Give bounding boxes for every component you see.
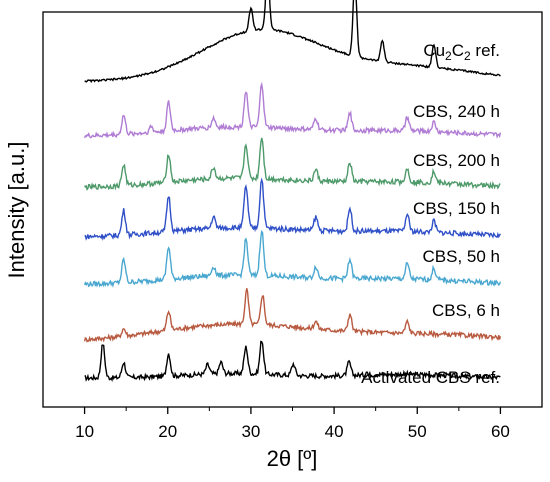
x-tick-label: 50 bbox=[408, 422, 427, 441]
series-label: CBS, 240 h bbox=[413, 102, 500, 121]
x-tick-label: 30 bbox=[241, 422, 260, 441]
series-line bbox=[84, 340, 501, 383]
x-axis-title: 2θ [º] bbox=[267, 446, 318, 471]
series-labels: Activated CBS ref. CBS, 6 h CBS, 50 h CBS, … bbox=[361, 41, 500, 387]
x-tick-label: 20 bbox=[158, 422, 177, 441]
series-label: CBS, 6 h bbox=[432, 301, 500, 320]
series-label: Cu2C2 ref. bbox=[423, 41, 500, 63]
series-label: CBS, 50 h bbox=[423, 247, 501, 266]
series-line bbox=[84, 177, 501, 241]
series-line bbox=[83, 81, 502, 139]
x-tick-label: 10 bbox=[75, 422, 94, 441]
x-axis-ticks: 10 20 30 40 50 60 bbox=[75, 407, 510, 441]
series-label: CBS, 200 h bbox=[413, 151, 500, 170]
y-axis-title: Intensity [a.u.] bbox=[4, 142, 29, 279]
series-line bbox=[84, 0, 501, 84]
series-label: Activated CBS ref. bbox=[361, 368, 500, 387]
series-line bbox=[83, 229, 502, 288]
series-label: CBS, 150 h bbox=[413, 199, 500, 218]
x-tick-label: 60 bbox=[491, 422, 510, 441]
series-line bbox=[84, 137, 501, 191]
series-curves bbox=[83, 0, 502, 383]
series-line bbox=[83, 288, 502, 343]
x-tick-label: 40 bbox=[325, 422, 344, 441]
